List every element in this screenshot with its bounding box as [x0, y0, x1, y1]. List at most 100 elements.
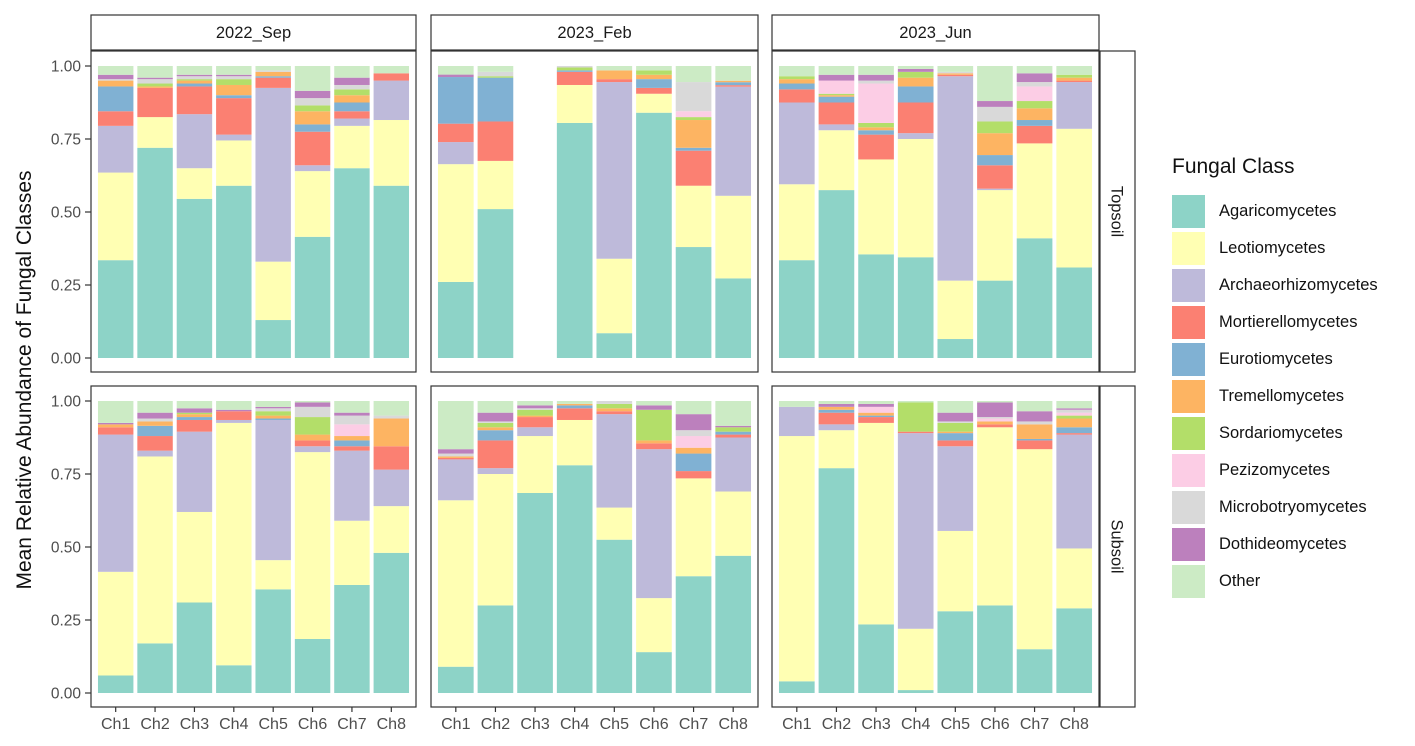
bar-segment-Ch6-Mortierellomycetes [294, 440, 331, 447]
bar-segment-Ch8-Other [715, 66, 752, 81]
bar-segment-Ch4-Mortierellomycetes [216, 98, 252, 135]
bar-segment-Ch7-Mortierellomycetes [675, 471, 712, 479]
bar-segment-Ch7-Leotiomycetes [334, 520, 370, 585]
bar-segment-Ch6-Microbotryomycetes [977, 106, 1013, 122]
bar-segment-Ch3-Sordariomycetes [858, 122, 894, 128]
bar-segment-Ch7-Eurotiomycetes [675, 453, 712, 472]
bar-segment-Ch8-Eurotiomycetes [715, 431, 752, 435]
bar-segment-Ch8-Tremellomycetes [1056, 418, 1093, 428]
bar-segment-Ch7-Tremellomycetes [675, 120, 712, 148]
x-tick-label: Ch8 [1060, 716, 1089, 733]
bar-segment-Ch5-Microbotryomycetes [937, 421, 974, 423]
bar-segment-Ch7-Eurotiomycetes [675, 147, 712, 151]
bar-segment-Ch3-Dothideomycetes [858, 74, 894, 81]
bar-segment-Ch4-Dothideomycetes [216, 409, 252, 412]
bar-segment-Ch3-Dothideomycetes [858, 403, 894, 407]
bar-segment-Ch1-Mortierellomycetes [778, 89, 815, 103]
bar-segment-Ch6-Other [977, 66, 1013, 102]
legend-label: Agaricomycetes [1219, 202, 1337, 220]
bar-segment-Ch2-Agaricomycetes [477, 209, 514, 358]
bar-segment-Ch7-Agaricomycetes [675, 576, 712, 693]
x-tick-label: Ch1 [441, 716, 470, 733]
bar-segment-Ch8-Other [373, 401, 410, 416]
bar-segment-Ch2-Mortierellomycetes [137, 87, 173, 118]
bar-segment-Ch4-Leotiomycetes [556, 84, 593, 123]
panel-border [771, 385, 1100, 708]
bar-segment-Ch1-Mortierellomycetes [437, 457, 474, 460]
bar-segment-Ch4-Tremellomycetes [897, 77, 934, 87]
bar-segment-Ch3-Leotiomycetes [858, 159, 894, 255]
bar-segment-Ch6-Other [977, 401, 1013, 403]
bar-segment-Ch3-Tremellomycetes [176, 414, 213, 418]
bar-segment-Ch4-Mortierellomycetes [216, 411, 252, 420]
legend-item: Dothideomycetes [1172, 526, 1412, 563]
bar-segment-Ch6-Tremellomycetes [977, 421, 1013, 425]
y-tick-label: 0.25 [51, 278, 81, 295]
bar-segment-Ch4-Dothideomycetes [897, 68, 934, 72]
bar-segment-Ch8-Other [1056, 401, 1093, 409]
bar-segment-Ch7-Eurotiomycetes [1016, 438, 1053, 441]
bar-segment-Ch6-Dothideomycetes [977, 402, 1013, 418]
bar-segment-Ch2-Archaeorhizomycetes [477, 468, 514, 474]
bar-segment-Ch6-Sordariomycetes [294, 417, 331, 435]
bar-segment-Ch7-Archaeorhizomycetes [334, 118, 370, 126]
bar-segment-Ch7-Dothideomycetes [334, 412, 370, 416]
bar-segment-Ch7-Dothideomycetes [334, 77, 370, 85]
bar-segment-Ch3-Mortierellomycetes [858, 134, 894, 160]
bar-segment-Ch8-Leotiomycetes [715, 491, 752, 556]
legend-item: Agaricomycetes [1172, 193, 1412, 230]
x-tick-label: Ch3 [180, 716, 209, 733]
bar-segment-Ch6-Dothideomycetes [294, 90, 331, 99]
bar-segment-Ch3-Pezizomycetes [858, 406, 894, 413]
bar-segment-Ch5-Leotiomycetes [255, 261, 291, 321]
bar-segment-Ch5-Leotiomycetes [937, 280, 974, 340]
x-tick-label: Ch3 [861, 716, 890, 733]
bar-segment-Ch2-Dothideomycetes [137, 412, 173, 419]
y-tick-label: 0.00 [51, 351, 82, 368]
y-tick-label: 1.00 [51, 394, 82, 411]
bar-segment-Ch5-Mortierellomycetes [596, 411, 633, 415]
bar-segment-Ch3-Other [858, 66, 894, 75]
bar-segment-Ch1-Mortierellomycetes [97, 111, 134, 126]
bar-segment-Ch7-Mortierellomycetes [1016, 125, 1053, 144]
bar-segment-Ch8-Tremellomycetes [715, 80, 752, 83]
bar-segment-Ch2-Tremellomycetes [137, 86, 173, 88]
bar-segment-Ch7-Mortierellomycetes [334, 111, 370, 119]
bar-segment-Ch2-Microbotryomycetes [477, 421, 514, 423]
bar-segment-Ch6-Sordariomycetes [294, 105, 331, 112]
bar-segment-Ch4-Archaeorhizomycetes [216, 419, 252, 423]
bar-segment-Ch7-Leotiomycetes [675, 185, 712, 248]
bar-segment-Ch2-Tremellomycetes [137, 421, 173, 426]
bar-segment-Ch8-Agaricomycetes [1056, 267, 1093, 358]
bar-segment-Ch5-Agaricomycetes [937, 339, 974, 358]
bar-segment-Ch8-Leotiomycetes [715, 195, 752, 279]
bar-segment-Ch7-Pezizomycetes [675, 436, 712, 448]
bar-segment-Ch1-Leotiomycetes [97, 571, 134, 676]
bar-segment-Ch3-Tremellomycetes [858, 412, 894, 416]
bar-segment-Ch5-Microbotryomycetes [255, 70, 291, 72]
bar-segment-Ch8-Other [373, 66, 410, 74]
bar-segment-Ch5-Archaeorhizomycetes [255, 419, 291, 561]
bar-segment-Ch3-Dothideomycetes [176, 408, 213, 413]
bar-segment-Ch1-Tremellomycetes [97, 80, 134, 87]
panel-border [430, 50, 759, 373]
bar-segment-Ch8-Eurotiomycetes [1056, 427, 1093, 434]
bar-segment-Ch7-Tremellomycetes [334, 436, 370, 441]
bar-segment-Ch1-Archaeorhizomycetes [437, 459, 474, 501]
bar-segment-Ch2-Leotiomycetes [137, 117, 173, 148]
bar-segment-Ch5-Leotiomycetes [596, 507, 633, 540]
bar-segment-Ch5-Agaricomycetes [937, 611, 974, 693]
legend-label: Dothideomycetes [1219, 535, 1347, 553]
bar-segment-Ch1-Leotiomycetes [437, 164, 474, 282]
x-tick-label: Ch6 [639, 716, 668, 733]
bar-segment-Ch2-Leotiomycetes [137, 456, 173, 644]
legend: Fungal Class Agaricomycetes Leotiomycetes… [1172, 155, 1412, 600]
bar-segment-Ch1-Agaricomycetes [97, 260, 134, 358]
bar-segment-Ch1-Tremellomycetes [778, 79, 815, 84]
bar-segment-Ch3-Other [858, 401, 894, 404]
legend-label: Microbotryomycetes [1219, 498, 1367, 516]
bar-segment-Ch4-Mortierellomycetes [556, 71, 593, 85]
legend-label: Leotiomycetes [1219, 239, 1326, 257]
bar-segment-Ch3-Mortierellomycetes [176, 86, 213, 115]
bar-segment-Ch4-Agaricomycetes [216, 185, 252, 358]
